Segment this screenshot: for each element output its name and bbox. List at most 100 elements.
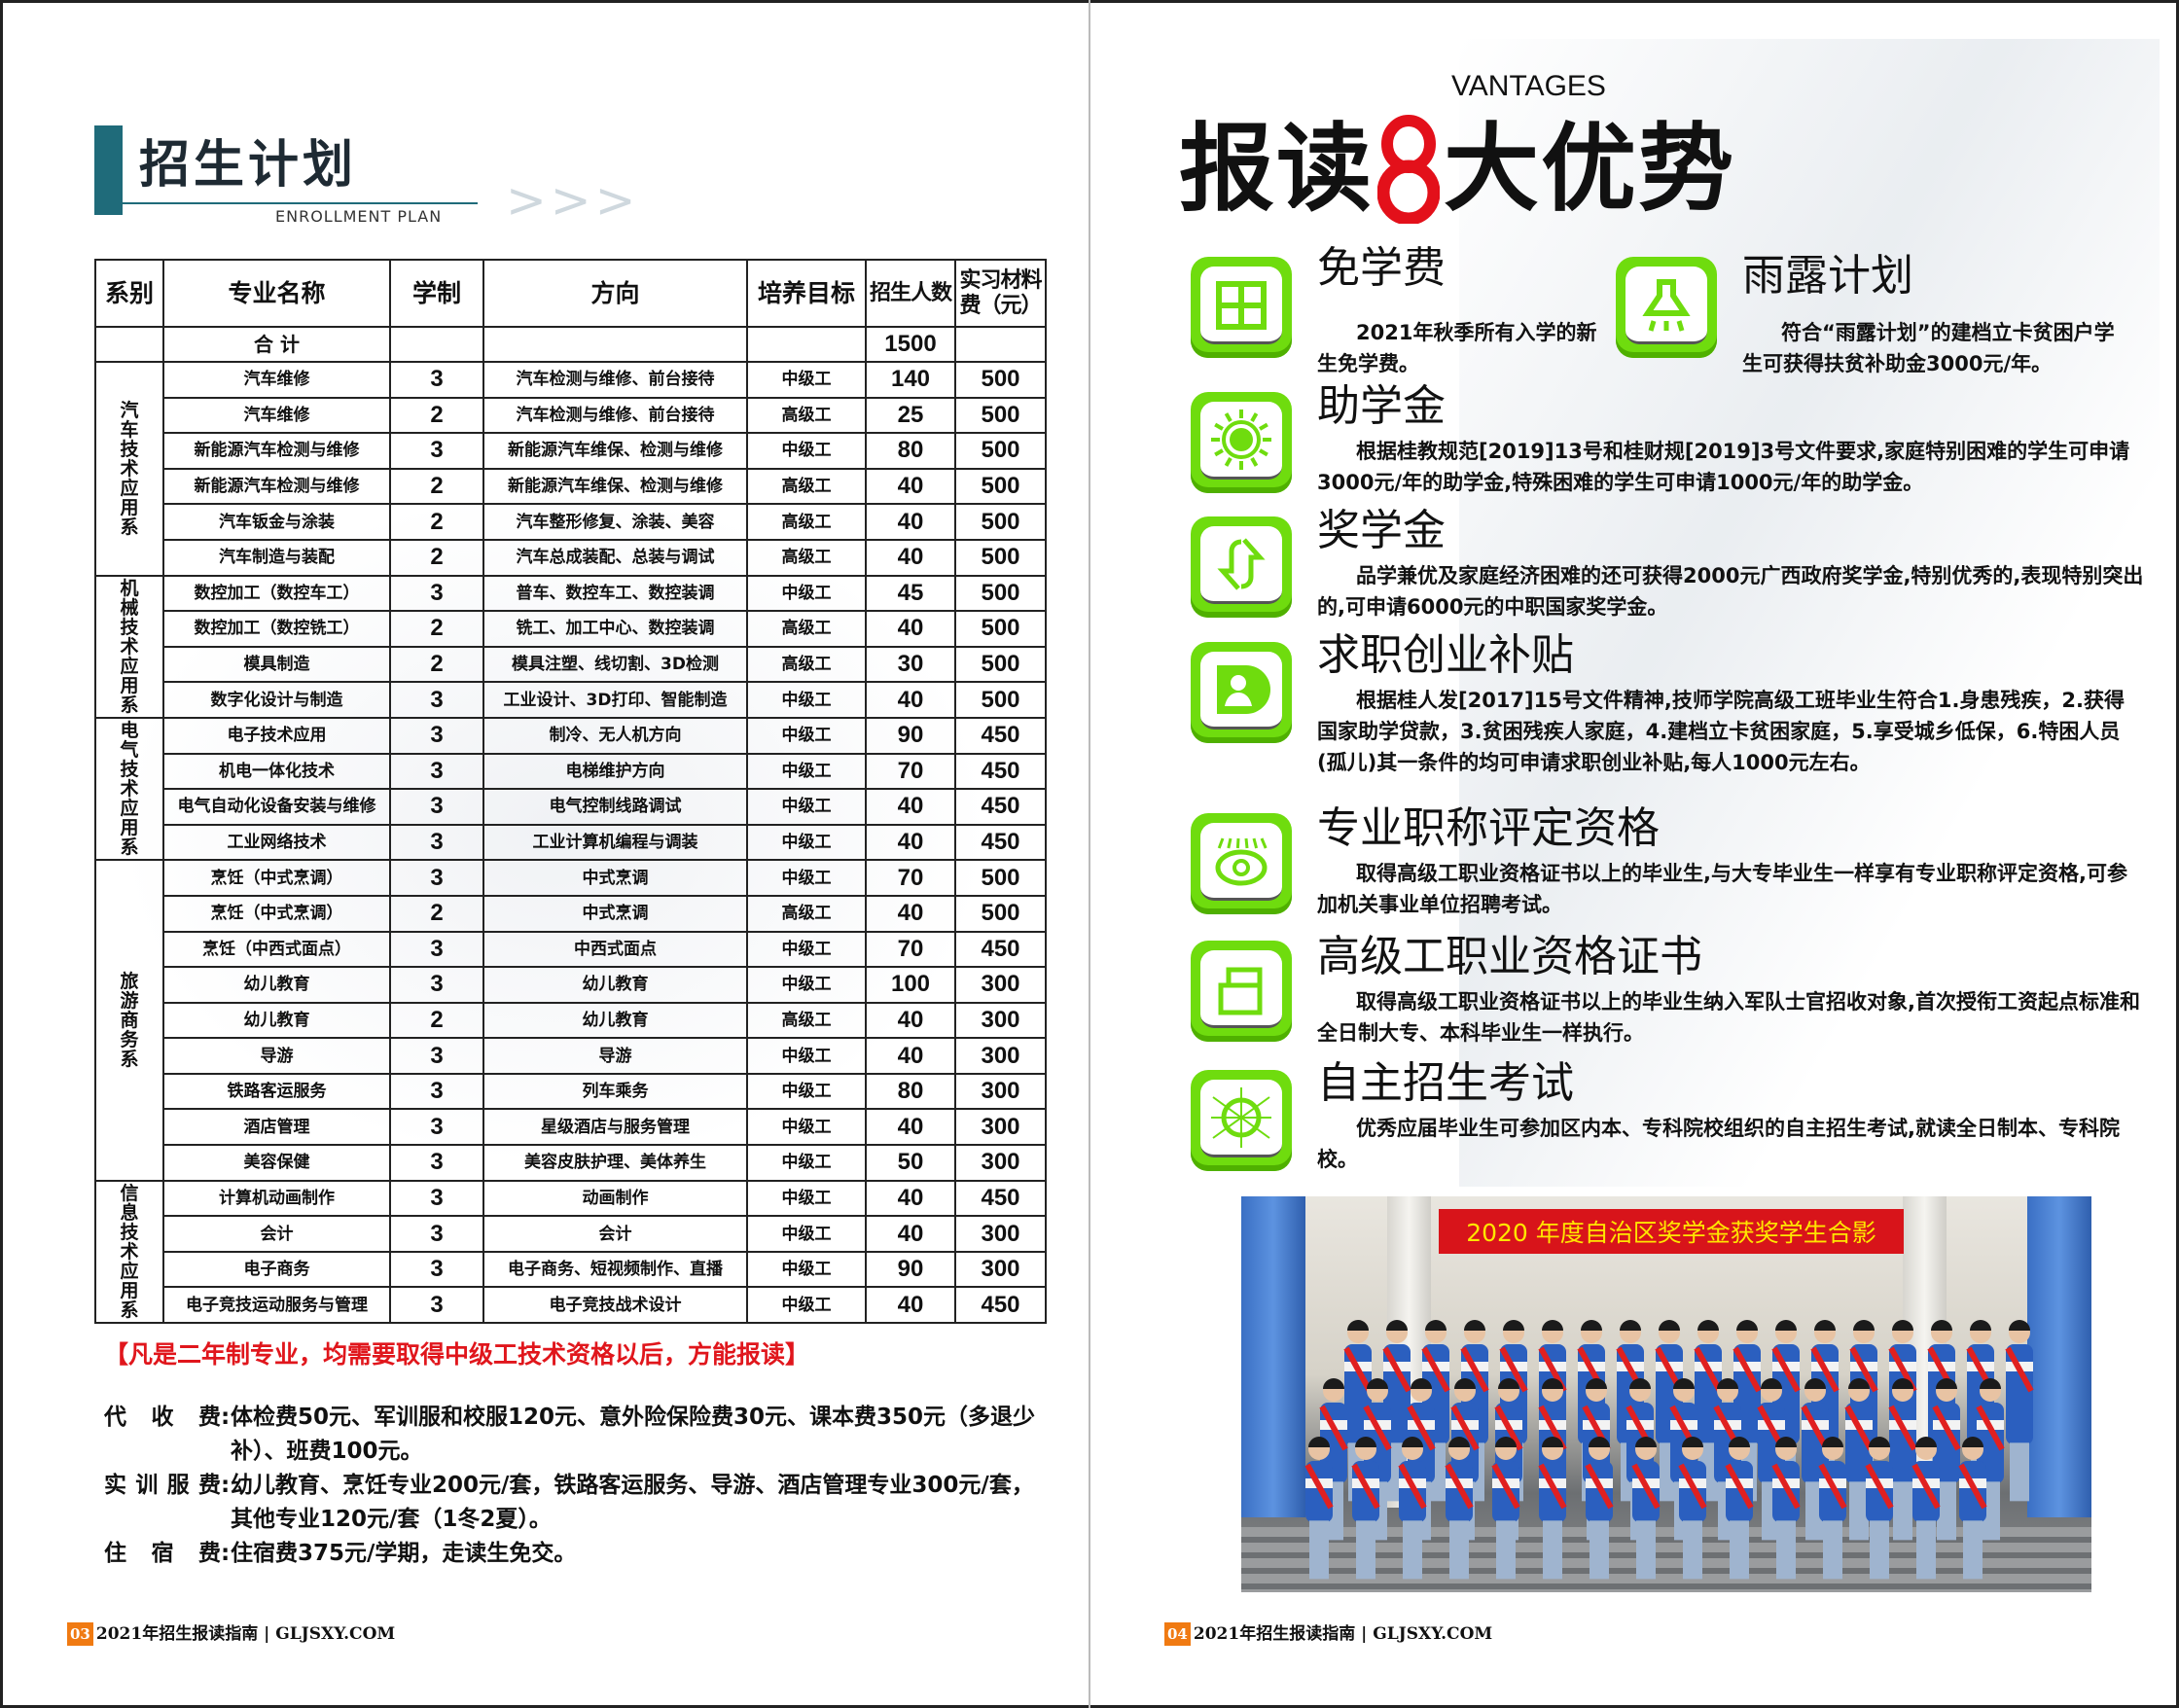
major-cell: 汽车钣金与涂装 bbox=[162, 503, 391, 541]
advantage-description: 根据桂教规范[2019]13号和桂财规[2019]3号文件要求,家庭特别困难的学… bbox=[1317, 440, 2130, 494]
eye-icon bbox=[1191, 813, 1292, 914]
target-cell: 中级工 bbox=[746, 1250, 867, 1289]
fee-cell: 500 bbox=[954, 361, 1047, 399]
fee-cell: 450 bbox=[954, 788, 1047, 826]
years-cell: 3 bbox=[389, 1144, 484, 1182]
student-figure bbox=[1585, 1437, 1614, 1580]
count-cell: 70 bbox=[865, 930, 956, 969]
page-number: 03 bbox=[67, 1622, 93, 1646]
footer-right: 04 2021年招生报读指南 | GLJSXY.COM bbox=[1164, 1622, 1492, 1646]
footer-text: 2021年招生报读指南 | GLJSXY.COM bbox=[1193, 1624, 1493, 1644]
fee-row: 代收费: 体检费50元、军训服和校服120元、意外险保险费30元、课本费350元（… bbox=[104, 1401, 1038, 1469]
student-figure bbox=[1491, 1437, 1520, 1580]
direction-cell: 汽车总成装配、总装与调试 bbox=[482, 538, 748, 577]
colon: : bbox=[221, 1405, 231, 1430]
table-row: 数字化设计与制造 3 工业设计、3D打印、智能制造 中级工 40 500 bbox=[95, 681, 1047, 719]
students-illustration bbox=[1304, 1320, 2034, 1580]
sun-icon bbox=[1191, 392, 1292, 493]
advantage-description: 品学兼优及家庭经济困难的还可获得2000元广西政府奖学金,特别优秀的,表现特别突… bbox=[1317, 564, 2144, 619]
table-row: 工业网络技术 3 工业计算机编程与调装 中级工 40 450 bbox=[95, 823, 1047, 862]
years-cell: 2 bbox=[389, 645, 484, 684]
advantage-description: 优秀应届毕业生可参加区内本、专科院校组织的自主招生考试,就读全日制本、专科院校。 bbox=[1317, 1117, 2120, 1171]
fee-row: 住宿费: 住宿费375元/学期，走读生免交。 bbox=[104, 1537, 1038, 1571]
target-cell: 中级工 bbox=[746, 930, 867, 969]
count-cell: 50 bbox=[865, 1144, 956, 1182]
fee-cell: 500 bbox=[954, 538, 1047, 577]
target-cell: 高级工 bbox=[746, 894, 867, 933]
page-title: 招生计划 bbox=[139, 135, 358, 195]
advantages-title: 报读 大优势 bbox=[1179, 113, 1735, 226]
student-figure bbox=[1818, 1437, 1847, 1580]
target-cell: 中级工 bbox=[746, 361, 867, 399]
user-icon bbox=[1191, 642, 1292, 743]
footer-text: 2021年招生报读指南 | GLJSXY.COM bbox=[95, 1624, 396, 1644]
student-figure bbox=[1351, 1437, 1380, 1580]
department-cell: 汽车技术应用系 bbox=[94, 361, 164, 577]
direction-cell: 汽车检测与维修、前台接待 bbox=[482, 396, 748, 435]
years-cell: 2 bbox=[389, 503, 484, 541]
colon: : bbox=[221, 1473, 231, 1498]
fee-cell: 300 bbox=[954, 1001, 1047, 1040]
count-cell: 40 bbox=[865, 894, 956, 933]
major-cell: 工业网络技术 bbox=[162, 823, 391, 862]
target-cell: 中级工 bbox=[746, 574, 867, 613]
years-cell: 2 bbox=[389, 467, 484, 506]
student-figure bbox=[1958, 1437, 1987, 1580]
direction-cell: 导游 bbox=[482, 1037, 748, 1075]
years-cell: 3 bbox=[389, 1108, 484, 1147]
department-cell: 旅游商务系 bbox=[94, 859, 164, 1182]
fee-cell: 300 bbox=[954, 1250, 1047, 1289]
direction-cell: 美容皮肤护理、美体养生 bbox=[482, 1144, 748, 1182]
table-row: 汽车技术应用系 汽车维修 3 汽车检测与维修、前台接待 中级工 140 500 bbox=[94, 361, 1047, 577]
direction-cell: 电气控制线路调试 bbox=[482, 788, 748, 826]
title-underline bbox=[123, 202, 478, 204]
column-header: 方向 bbox=[482, 259, 748, 328]
page-subtitle: ENROLLMENT PLAN bbox=[275, 207, 443, 226]
count-cell: 40 bbox=[865, 538, 956, 577]
column-header: 学制 bbox=[389, 259, 484, 328]
years-cell: 3 bbox=[389, 930, 484, 969]
fees-section: 代收费: 体检费50元、军训服和校服120元、意外险保险费30元、课本费350元（… bbox=[104, 1401, 1038, 1571]
student-figure bbox=[1398, 1437, 1427, 1580]
direction-cell: 中西式面点 bbox=[482, 930, 748, 969]
student-figure bbox=[1932, 1378, 1961, 1541]
card-icon bbox=[1191, 941, 1292, 1042]
major-cell: 烹饪（中式烹调） bbox=[162, 859, 391, 897]
direction-cell: 星级酒店与服务管理 bbox=[482, 1108, 748, 1147]
major-cell: 导游 bbox=[162, 1037, 391, 1075]
table-row: 汽车制造与装配 2 汽车总成装配、总装与调试 高级工 40 500 bbox=[95, 538, 1047, 577]
advantage-title: 免学费 bbox=[1317, 243, 1446, 293]
student-figure bbox=[1865, 1437, 1894, 1580]
table-row: 电子竞技运动服务与管理 3 电子竞技战术设计 中级工 40 450 bbox=[95, 1286, 1047, 1325]
major-cell: 美容保健 bbox=[162, 1144, 391, 1182]
chevron-right-icon: > > > bbox=[506, 172, 636, 229]
fee-cell: 300 bbox=[954, 1072, 1047, 1111]
major-cell: 机电一体化技术 bbox=[162, 752, 391, 791]
years-cell: 3 bbox=[389, 681, 484, 719]
table-row: 机械技术应用系 数控加工（数控车工） 3 普车、数控车工、数控装调 中级工 45 500 bbox=[94, 574, 1047, 719]
photo-banner: 2020 年度自治区奖学金获奖学生合影 bbox=[1439, 1209, 1904, 1254]
major-cell: 幼儿教育 bbox=[162, 966, 391, 1004]
student-figure bbox=[1538, 1437, 1567, 1580]
major-cell: 汽车维修 bbox=[162, 361, 391, 399]
advantage-title: 求职创业补贴 bbox=[1317, 630, 1574, 680]
direction-cell: 中式烹调 bbox=[482, 859, 748, 897]
direction-cell: 幼儿教育 bbox=[482, 1001, 748, 1040]
table-row: 导游 3 导游 中级工 40 300 bbox=[95, 1037, 1047, 1075]
fee-cell: 500 bbox=[954, 432, 1047, 470]
target-cell: 中级工 bbox=[746, 823, 867, 862]
title-part: 报读 bbox=[1179, 114, 1375, 225]
table-header-row: 系别 专业名称 学制 方向 培养目标 招生人数 实习材料费（元） bbox=[94, 259, 1047, 328]
years-cell: 3 bbox=[389, 752, 484, 791]
two-year-note: 【凡是二年制专业，均需要取得中级工技术资格以后，方能报读】 bbox=[104, 1340, 810, 1369]
eight-logo-icon bbox=[1376, 115, 1441, 226]
count-cell: 70 bbox=[865, 752, 956, 791]
page-divider bbox=[1089, 0, 1090, 1708]
target-cell: 中级工 bbox=[746, 1037, 867, 1075]
count-cell: 80 bbox=[865, 1072, 956, 1111]
target-cell: 高级工 bbox=[746, 1001, 867, 1040]
years-cell: 2 bbox=[389, 396, 484, 435]
count-cell: 40 bbox=[865, 467, 956, 506]
fee-cell: 500 bbox=[954, 574, 1047, 613]
direction-cell: 新能源汽车维保、检测与维修 bbox=[482, 432, 748, 470]
